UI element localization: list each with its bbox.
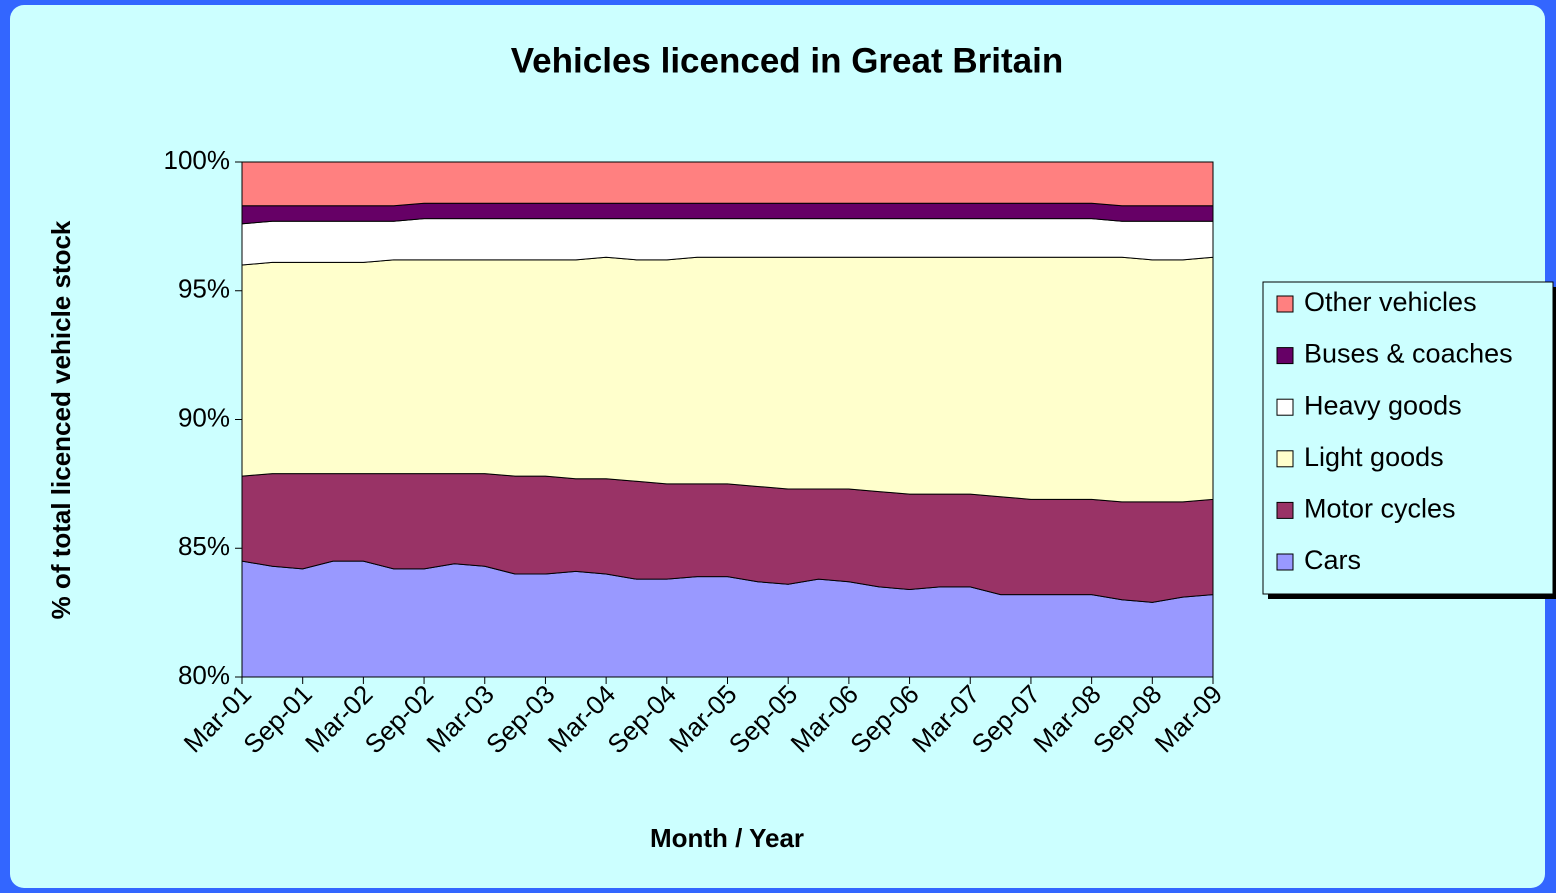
legend-swatch xyxy=(1276,347,1294,365)
area xyxy=(241,256,1214,503)
legend-label: Buses & coaches xyxy=(1304,339,1513,369)
legend-swatch xyxy=(1276,553,1294,571)
legend-box xyxy=(1262,281,1554,595)
legend-label: Cars xyxy=(1304,545,1361,575)
x-axis-label: Month / Year xyxy=(650,823,804,853)
legend-label: Motor cycles xyxy=(1304,494,1456,524)
legend-label: Light goods xyxy=(1304,442,1444,472)
y-tick-label: 85% xyxy=(178,531,230,561)
chart-title: Vehicles licenced in Great Britain xyxy=(511,41,1063,80)
y-axis-label: % of total licenced vehicle stock xyxy=(46,220,76,619)
area xyxy=(241,161,1214,207)
y-tick-label: 90% xyxy=(178,402,230,432)
y-tick-label: 95% xyxy=(178,274,230,304)
legend-swatch xyxy=(1276,295,1294,313)
legend-label: Heavy goods xyxy=(1304,390,1462,420)
legend-swatch xyxy=(1276,501,1294,519)
legend-swatch xyxy=(1276,450,1294,468)
y-tick-label: 80% xyxy=(178,660,230,690)
y-tick-label: 100% xyxy=(164,145,231,175)
legend-label: Other vehicles xyxy=(1304,287,1477,317)
legend-swatch xyxy=(1276,398,1294,416)
